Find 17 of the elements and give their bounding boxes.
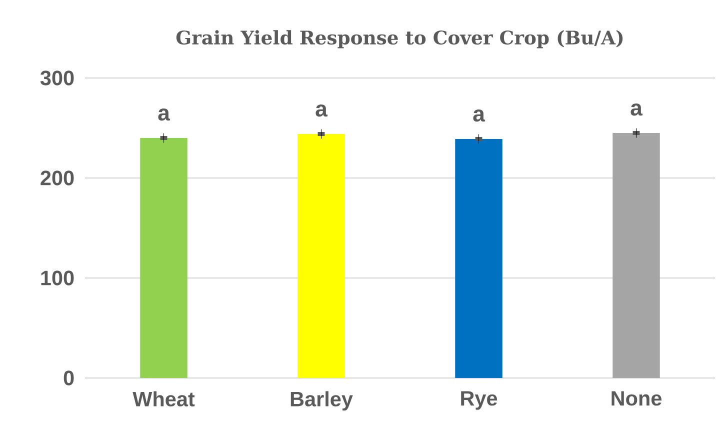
y-tick-label: 300 [40,70,74,86]
annotation: a [473,110,486,122]
y-tick-label: 100 [41,270,74,286]
y-tick-label: 0 [64,370,74,386]
x-tick-label: Barley [290,391,353,411]
annotation: a [316,104,328,117]
x-tick-label: Wheat [132,391,195,406]
annotation: a [158,108,170,121]
chart-title: Grain Yield Response to Cover Crop (Bu/A) [176,30,623,48]
x-tick-label: None [612,391,662,406]
bar [298,134,345,378]
annotation: a [630,104,643,116]
bar [612,133,660,378]
bar [140,138,188,378]
x-tick-label: Rye [461,391,498,410]
bar [455,139,502,378]
y-tick-label: 200 [40,170,74,186]
